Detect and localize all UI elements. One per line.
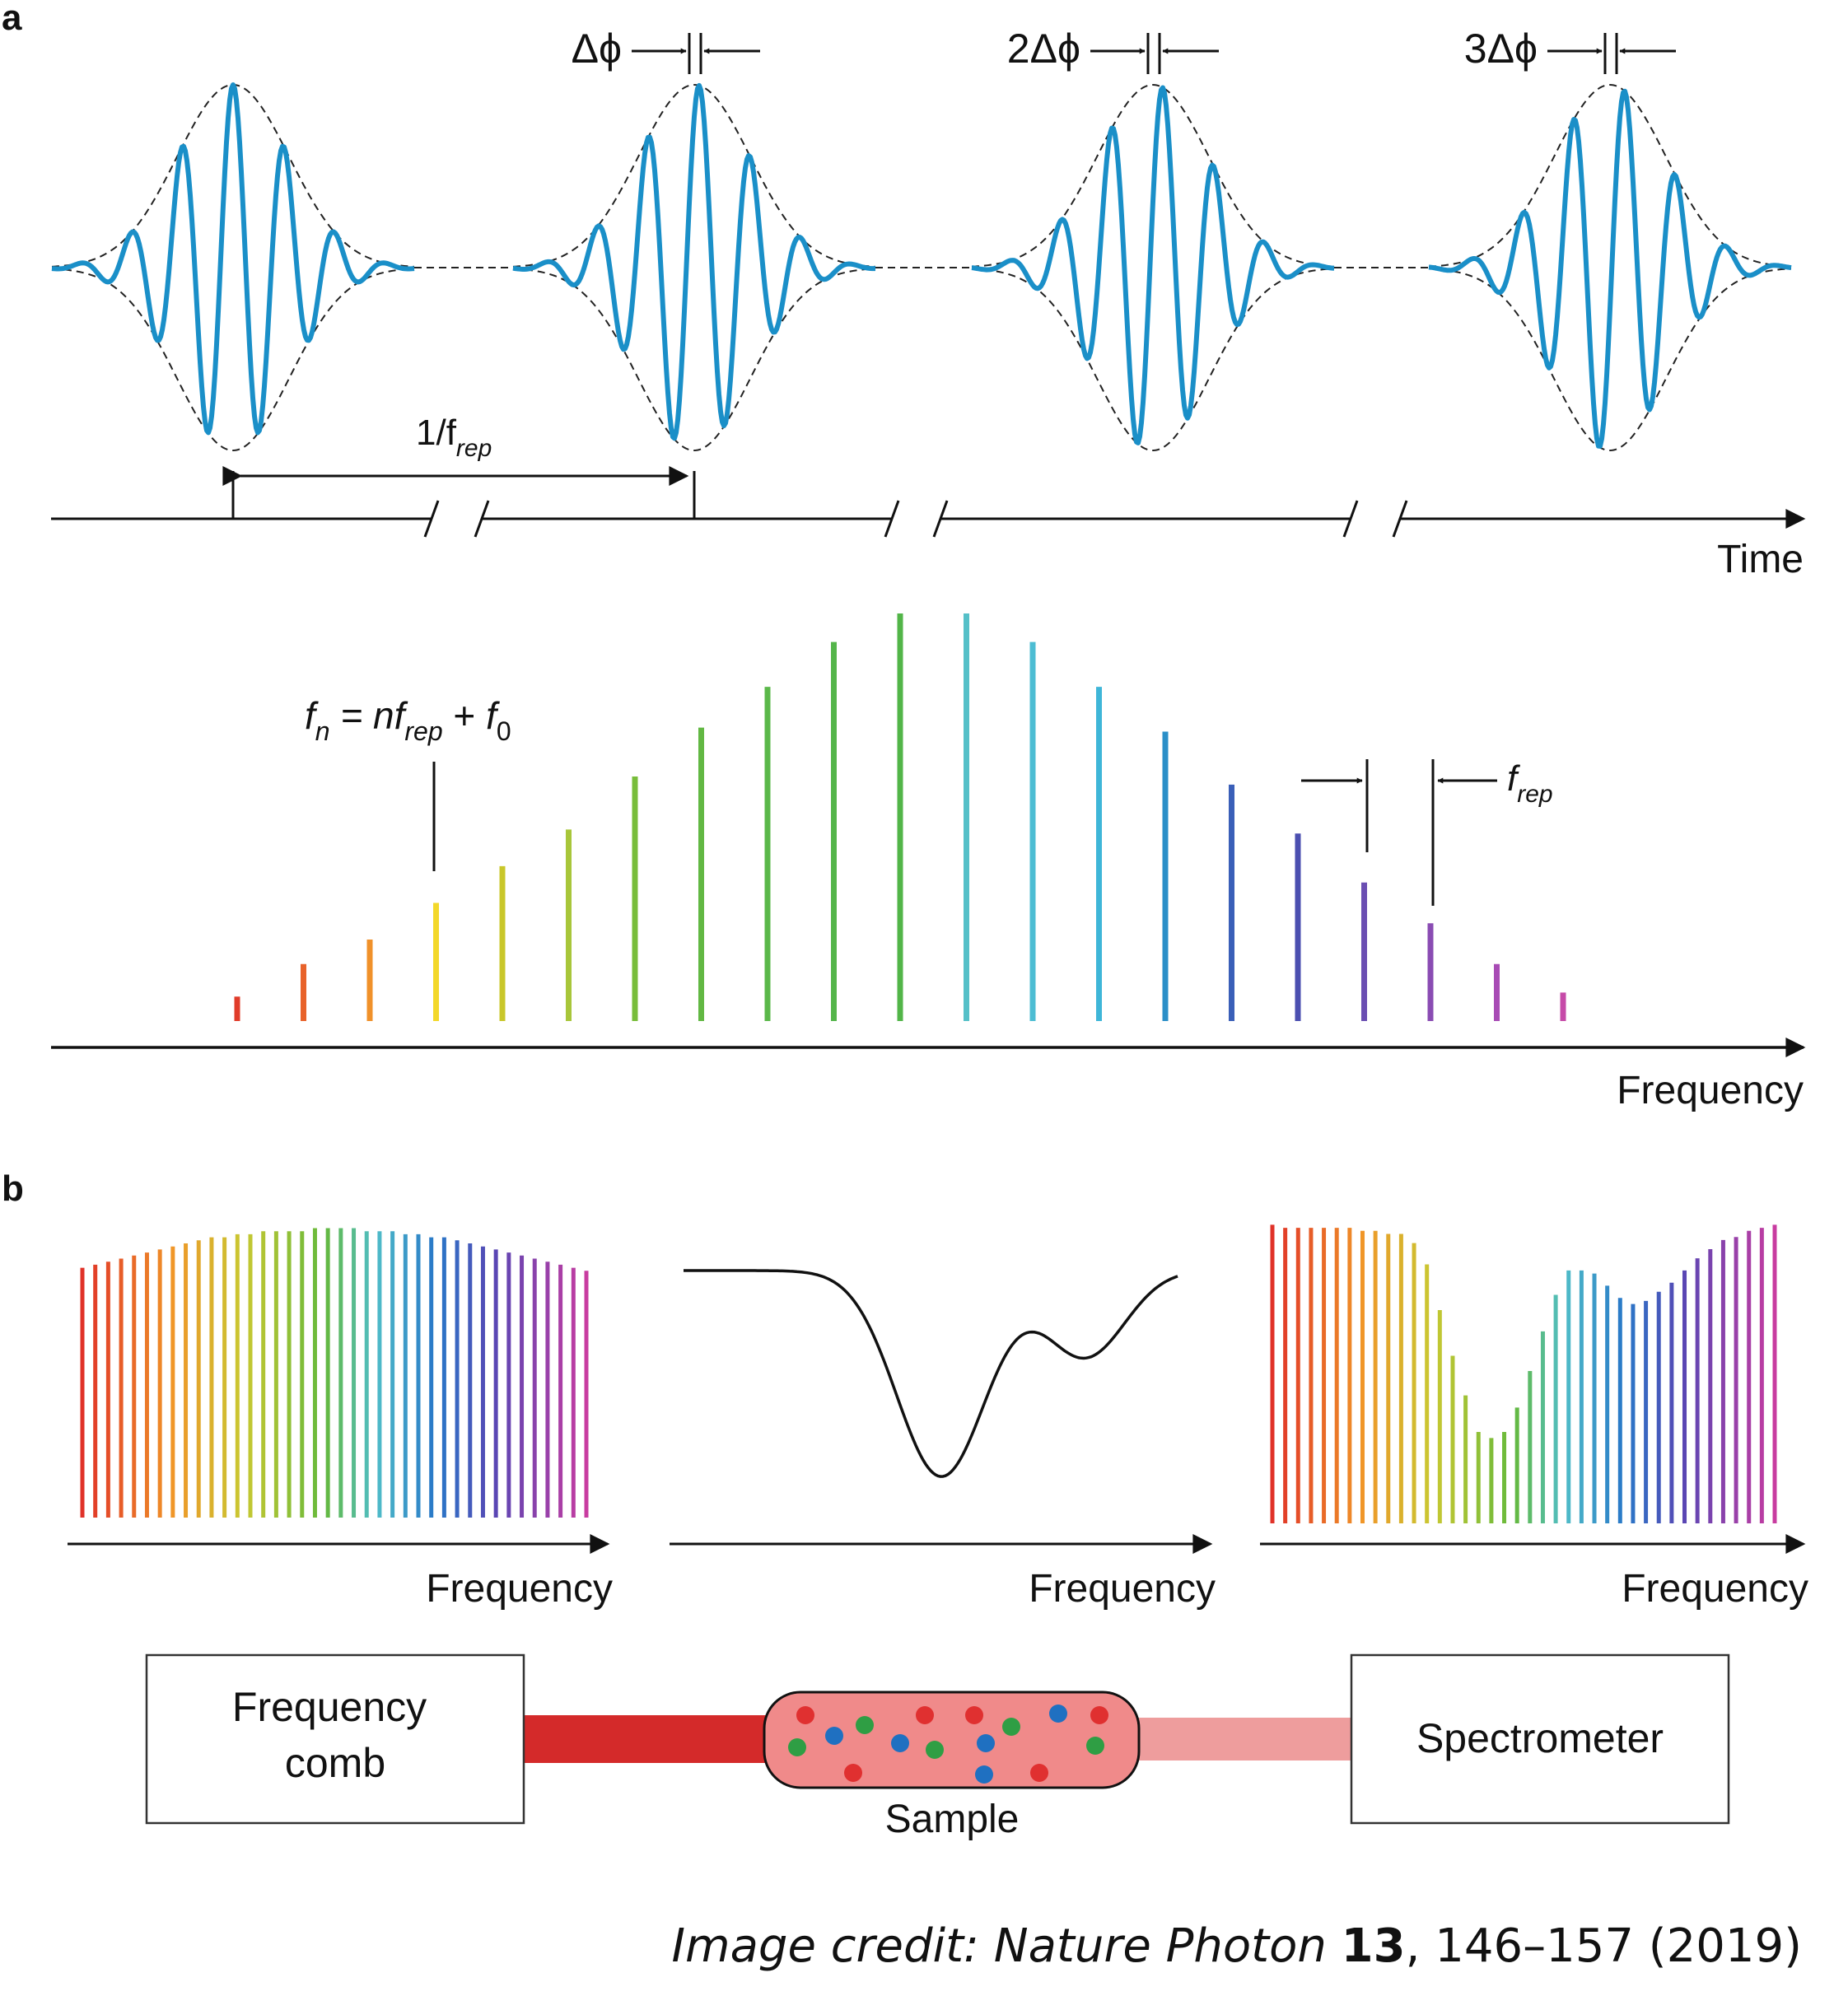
- pulse-envelope-upper: [512, 83, 876, 268]
- molecule: [825, 1727, 843, 1745]
- formula-eq: = n: [330, 694, 394, 737]
- source-line1: Frequency: [232, 1684, 427, 1730]
- pulse-envelope-lower: [51, 268, 415, 452]
- svg-text:frep: frep: [1507, 758, 1553, 808]
- molecule: [965, 1706, 983, 1724]
- output-spectrum: [1270, 1224, 1777, 1523]
- molecule: [1002, 1718, 1020, 1736]
- comb-formula: fn = nfrep + f0: [305, 694, 511, 871]
- pulse-envelope-upper: [1428, 83, 1792, 268]
- molecule: [1090, 1706, 1108, 1724]
- sample-label: Sample: [885, 1798, 1020, 1841]
- phase-annotations: Δϕ 2Δϕ 3Δϕ: [572, 26, 1676, 74]
- time-axis-label: Time: [1717, 538, 1804, 581]
- panel-a-label: a: [2, 0, 22, 38]
- time-axis: Time: [51, 500, 1806, 581]
- formula-f: f: [305, 694, 319, 737]
- frep-spacing: frep: [1301, 758, 1553, 906]
- pulse-carrier: [971, 85, 1335, 445]
- frequency-comb-box: [145, 1653, 525, 1825]
- setup-diagram: Frequency comb Sample Spectrometer: [145, 1653, 1730, 1841]
- frequency-axis-a-label: Frequency: [1617, 1069, 1804, 1112]
- molecule: [916, 1706, 934, 1724]
- period-label: 1/f: [416, 413, 457, 453]
- svg-text:fn = nfrep + f0: fn = nfrep + f0: [305, 694, 511, 746]
- period-indicator: 1/frep: [222, 413, 696, 519]
- spectrometer-box: [1350, 1653, 1730, 1825]
- credit-prefix: Image credit: Nature Photon: [672, 1919, 1342, 1973]
- phase-label-1: Δϕ: [572, 26, 622, 72]
- sample-molecules: [788, 1705, 1108, 1784]
- molecule: [796, 1706, 814, 1724]
- formula-f-sub: n: [315, 716, 330, 746]
- pulse-envelope-lower: [1428, 268, 1792, 452]
- pulse-envelope-lower: [971, 268, 1335, 452]
- input-spectrum: [80, 1228, 589, 1518]
- formula-f3-sub: 0: [497, 716, 511, 746]
- formula-f2: f: [394, 694, 408, 737]
- molecule: [891, 1734, 909, 1752]
- pulse-carrier: [512, 82, 876, 441]
- spectrometer-label: Spectrometer: [1416, 1715, 1664, 1761]
- frequency-axis-b2-label: Frequency: [1029, 1567, 1216, 1611]
- pulse-envelope-lower: [512, 268, 876, 452]
- frequency-comb: [234, 613, 1566, 1021]
- svg-text:1/frep: 1/frep: [416, 413, 492, 462]
- molecule: [975, 1765, 993, 1784]
- phase-label-2: 2Δϕ: [1007, 26, 1080, 72]
- credit-suffix: , 146–157 (2019): [1406, 1919, 1802, 1973]
- formula-f3: f: [486, 694, 500, 737]
- panel-b-label: b: [2, 1168, 24, 1209]
- beam-in: [524, 1715, 771, 1763]
- beam-out: [1136, 1718, 1352, 1760]
- period-label-sub: rep: [456, 435, 492, 462]
- absorption-spectrum: [684, 1269, 1178, 1478]
- credit-volume: 13: [1342, 1919, 1406, 1973]
- molecule: [788, 1738, 806, 1756]
- frep-label-sub: rep: [1517, 781, 1552, 808]
- molecule: [1030, 1764, 1048, 1782]
- svg-text:Frequency comb: Frequency comb: [232, 1684, 438, 1786]
- frequency-axis-b1-label: Frequency: [426, 1567, 613, 1611]
- image-credit: Image credit: Nature Photon 13, 146–157 …: [672, 1919, 1802, 1973]
- formula-plus: +: [443, 694, 486, 737]
- molecule: [856, 1716, 874, 1734]
- pulse-envelope-upper: [971, 83, 1335, 268]
- molecule: [844, 1764, 862, 1782]
- pulse-train: [51, 82, 1792, 452]
- frequency-axis-b3-label: Frequency: [1622, 1567, 1808, 1611]
- molecule: [926, 1741, 944, 1759]
- absorption-curve: [684, 1269, 1178, 1478]
- molecule: [1049, 1705, 1067, 1723]
- molecule: [977, 1734, 995, 1752]
- phase-label-3: 3Δϕ: [1464, 26, 1538, 72]
- molecule: [1086, 1737, 1104, 1755]
- formula-f2-sub: rep: [404, 716, 442, 746]
- source-line2: comb: [285, 1740, 385, 1786]
- sample-cell: [763, 1691, 1141, 1789]
- pulse-carrier: [51, 82, 415, 436]
- pulse-carrier: [1428, 88, 1792, 449]
- pulse-envelope-upper: [51, 83, 415, 268]
